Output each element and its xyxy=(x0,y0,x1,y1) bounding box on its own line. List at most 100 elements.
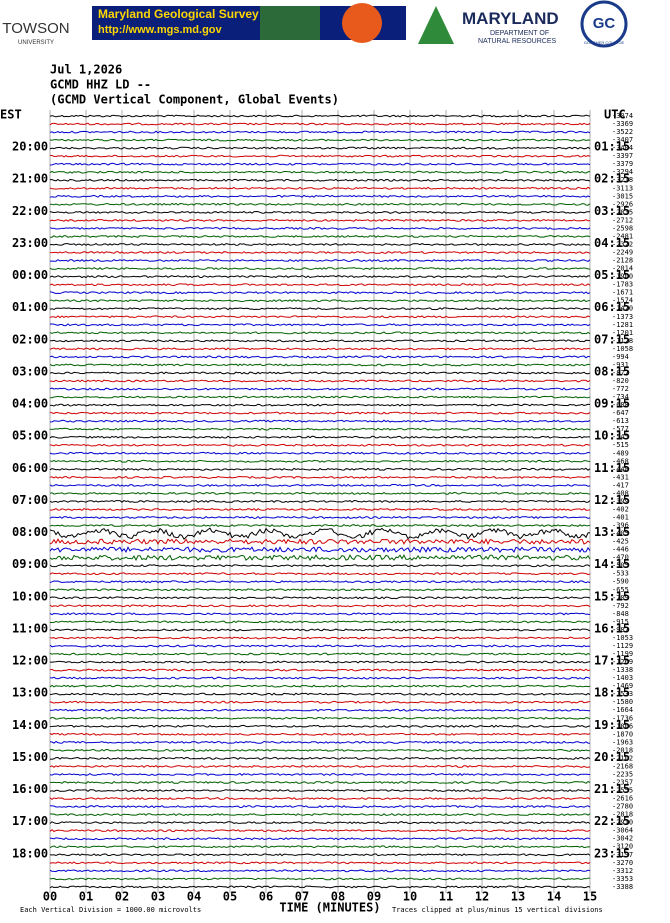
trace-label: -3218 xyxy=(612,176,633,184)
trace xyxy=(49,546,591,553)
trace-label: -515 xyxy=(612,441,629,449)
trace xyxy=(49,467,591,471)
trace-label: -2168 xyxy=(612,762,633,770)
trace xyxy=(50,620,591,624)
trace-label: -3312 xyxy=(612,867,633,875)
trace-label: -505 xyxy=(612,562,629,570)
trace xyxy=(49,797,591,801)
towson: TOWSON xyxy=(2,20,69,37)
trace-label: -401 xyxy=(612,514,629,522)
trace-label: -2616 xyxy=(612,795,633,803)
trace-label: -2481 xyxy=(612,232,633,240)
trace xyxy=(49,355,591,359)
trace-label: -2357 xyxy=(612,778,633,786)
trace-label: -2598 xyxy=(612,224,633,232)
trace xyxy=(49,291,591,295)
trace-label: -931 xyxy=(612,361,629,369)
trace xyxy=(49,379,591,383)
x-tick-label: 14 xyxy=(547,890,561,904)
trace-label: -3064 xyxy=(612,827,633,835)
dnr-title: MARYLAND xyxy=(462,9,559,28)
trace xyxy=(49,226,591,230)
trace-label: -915 xyxy=(612,618,629,626)
trace xyxy=(49,419,591,423)
right-time: 17:15 xyxy=(594,654,630,668)
right-time: 09:15 xyxy=(594,397,630,411)
trace xyxy=(49,242,591,246)
trace-label: -3353 xyxy=(612,875,633,883)
trace-label: -2128 xyxy=(612,257,633,265)
trace-label: -3379 xyxy=(612,160,633,168)
trace-label: -3015 xyxy=(612,192,633,200)
trace-label: -425 xyxy=(612,538,629,546)
trace xyxy=(49,403,591,407)
right-time: 05:15 xyxy=(594,268,630,282)
trace-label: -655 xyxy=(612,586,629,594)
trace-label: -1806 xyxy=(612,722,633,730)
right-time: 20:15 xyxy=(594,750,630,764)
left-zone: EST xyxy=(0,108,22,122)
trace-label: -3522 xyxy=(612,128,633,136)
trace-label: -3042 xyxy=(612,835,633,843)
right-time: 06:15 xyxy=(594,300,630,314)
trace xyxy=(49,660,591,664)
trace-label: -772 xyxy=(612,385,629,393)
x-tick-label: 04 xyxy=(187,890,201,904)
trace-label: -2780 xyxy=(612,803,633,811)
left-time: 00:00 xyxy=(12,268,48,282)
trace-label: -994 xyxy=(612,353,629,361)
trace-label: -3074 xyxy=(612,112,633,120)
dnr-line1: DEPARTMENT OF xyxy=(490,30,549,37)
trace-label: -688 xyxy=(612,401,629,409)
trace xyxy=(49,668,591,672)
trace xyxy=(49,154,591,158)
trace xyxy=(49,194,591,198)
trace-label: -399 xyxy=(612,497,629,505)
trace xyxy=(49,572,591,576)
trace xyxy=(49,692,591,696)
right-time: 22:15 xyxy=(594,814,630,828)
trace-label: -545 xyxy=(612,433,629,441)
left-time: 02:00 xyxy=(12,332,48,346)
trace-label: -792 xyxy=(612,602,629,610)
left-time: 23:00 xyxy=(12,236,48,250)
trace xyxy=(49,527,591,540)
x-tick-label: 06 xyxy=(259,890,273,904)
trace xyxy=(49,588,591,592)
trace xyxy=(49,267,591,271)
right-time: 19:15 xyxy=(594,718,630,732)
trace-label: -820 xyxy=(612,377,629,385)
trace-label: -1199 xyxy=(612,650,633,658)
x-tick-label: 03 xyxy=(151,890,165,904)
trace-label: -1373 xyxy=(612,313,633,321)
trace xyxy=(49,837,591,841)
x-tick-label: 02 xyxy=(115,890,129,904)
trace-label: -468 xyxy=(612,457,629,465)
trace-label: -2018 xyxy=(612,746,633,754)
trace xyxy=(49,724,591,728)
x-tick-label: 11 xyxy=(439,890,453,904)
trace-label: -2926 xyxy=(612,200,633,208)
trace xyxy=(49,564,591,568)
trace-label: -3407 xyxy=(612,136,633,144)
trace xyxy=(49,748,591,752)
trace-label: -402 xyxy=(612,505,629,513)
dnr-line2: NATURAL RESOURCES xyxy=(478,38,557,45)
trace xyxy=(49,845,591,849)
trace xyxy=(49,114,591,118)
left-time: 03:00 xyxy=(12,364,48,378)
x-tick-label: 13 xyxy=(511,890,525,904)
trace xyxy=(49,861,591,865)
trace xyxy=(49,315,591,319)
right-time: 01:15 xyxy=(594,140,630,154)
trace-label: -2835 xyxy=(612,208,633,216)
right-time: 16:15 xyxy=(594,621,630,635)
trace xyxy=(49,307,591,311)
trace xyxy=(49,491,591,495)
trace xyxy=(49,210,590,214)
trace-label: -3120 xyxy=(612,843,633,851)
x-tick-label: 07 xyxy=(295,890,309,904)
trace xyxy=(49,331,591,335)
trace xyxy=(49,283,591,287)
trace xyxy=(49,628,591,632)
